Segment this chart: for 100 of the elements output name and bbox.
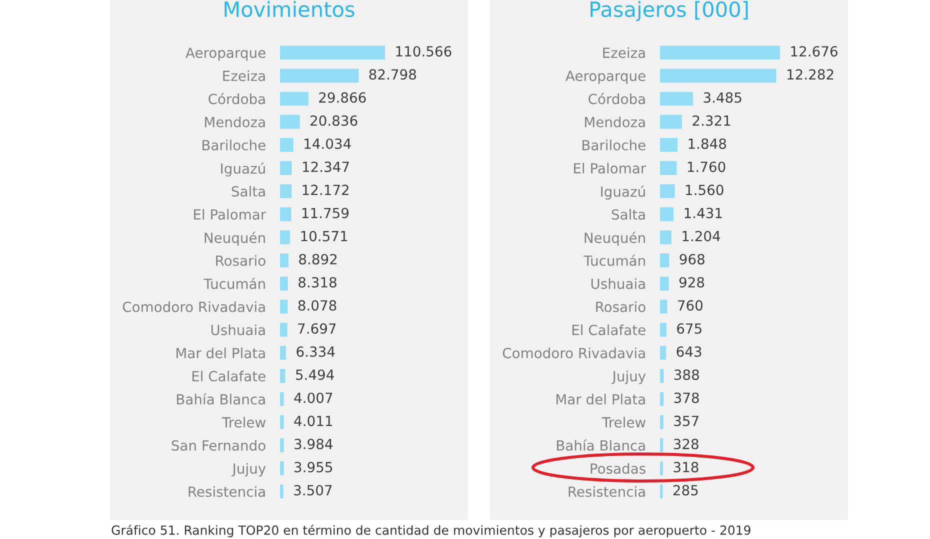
bar: [280, 392, 284, 406]
y-tick-label: Jujuy: [232, 463, 266, 477]
y-tick-label: El Calafate: [572, 324, 646, 336]
data-label: 328: [674, 438, 698, 450]
bar: [660, 184, 675, 198]
data-label: 7.697: [298, 323, 336, 334]
bar: [280, 276, 288, 290]
y-tick-label: Ezeiza: [603, 47, 645, 58]
data-label: 2.321: [692, 115, 730, 126]
bar: [660, 484, 663, 498]
y-tick-label: Iguazú: [601, 186, 645, 200]
data-label: 6.334: [296, 346, 335, 357]
bar: [280, 300, 288, 314]
y-tick-label: Mendoza: [585, 116, 645, 128]
y-tick-label: Rosario: [216, 255, 266, 266]
data-label: 1.204: [682, 230, 720, 242]
data-label: 1.431: [684, 208, 722, 218]
bar: [660, 92, 693, 106]
bar: [280, 114, 300, 129]
data-label: 388: [674, 369, 699, 380]
bar: [280, 254, 288, 268]
bar: [280, 346, 286, 360]
data-label: 675: [677, 323, 702, 334]
y-tick-label: Neuquén: [204, 232, 265, 246]
bar: [280, 369, 286, 383]
data-label: 11.759: [302, 208, 349, 218]
y-tick-label: El Calafate: [192, 370, 266, 382]
y-tick-label: Tucumán: [584, 254, 645, 266]
y-tick-label: Aeroparque: [186, 48, 266, 61]
bar: [660, 346, 666, 360]
bar: [280, 438, 284, 452]
text: Gráfico 51. Ranking TOP20 en término de cantidad de movimientos y pasajeros por aeropuerto - 2019: [112, 524, 750, 538]
data-label: 285: [673, 484, 698, 496]
bar: [280, 461, 284, 476]
y-tick-label: Mar del Plata: [556, 394, 645, 405]
data-label: 1.760: [688, 162, 726, 172]
y-tick-label: Aeroparque: [566, 70, 646, 84]
data-label: 12.676: [791, 46, 838, 57]
bar: [660, 254, 670, 268]
data-label: 29.866: [319, 92, 366, 103]
y-tick-label: Bariloche: [582, 140, 646, 150]
data-label: 4.011: [294, 416, 332, 426]
y-tick-label: San Fernando: [172, 440, 266, 451]
data-label: 378: [674, 392, 699, 404]
y-tick-label: Comodoro Rivadavia: [502, 348, 645, 358]
y-tick-label: Mar del Plata: [176, 348, 265, 358]
bar: [660, 68, 776, 83]
y-tick-label: Ushuaia: [591, 278, 645, 290]
data-label: 3.507: [294, 484, 332, 496]
data-label: 8.892: [299, 254, 337, 264]
data-label: 3.485: [704, 92, 742, 103]
bar: [660, 161, 677, 175]
y-tick-label: Córdoba: [588, 92, 645, 104]
bar: [280, 161, 292, 175]
data-label: 5.494: [296, 369, 334, 380]
y-tick-label: Bahía Blanca: [557, 439, 645, 451]
data-label: 3.984: [294, 438, 332, 450]
y-tick-label: Bahía Blanca: [177, 393, 265, 405]
data-label: 968: [680, 254, 704, 264]
y-tick-label: Mendoza: [205, 116, 265, 128]
bar: [660, 300, 668, 314]
y-tick-label: Trelew: [602, 416, 646, 428]
bar: [660, 392, 664, 406]
y-tick-label: Neuquén: [584, 232, 645, 246]
y-tick-label: Ushuaia: [211, 324, 265, 336]
bar: [660, 438, 664, 452]
data-label: 12.282: [788, 69, 834, 80]
data-label: 928: [679, 277, 704, 288]
chart-title: Pasajeros [000]: [590, 1, 748, 22]
y-tick-label: Tucumán: [204, 278, 265, 290]
chart-title: Movimientos: [224, 1, 354, 18]
data-label: 20.836: [310, 115, 358, 126]
y-tick-label: Jujuy: [612, 370, 646, 384]
y-tick-label: Salta: [612, 208, 645, 220]
bar: [280, 68, 359, 83]
data-label: 110.566: [396, 46, 452, 57]
data-label: 760: [678, 300, 703, 311]
bar: [280, 46, 385, 60]
data-label: 1.560: [686, 184, 724, 196]
y-tick-label: Rosario: [596, 301, 646, 312]
bar: [280, 207, 292, 222]
bar: [660, 114, 682, 129]
bar: [280, 138, 294, 152]
data-label: 10.571: [301, 230, 348, 242]
bar: [280, 322, 288, 337]
bar: [280, 230, 290, 244]
bar: [660, 322, 666, 337]
data-label: 1.848: [688, 138, 726, 149]
y-tick-label: Salta: [232, 186, 265, 197]
y-tick-label: Trelew: [222, 416, 266, 428]
data-label: 643: [676, 346, 702, 357]
y-tick-label: Ezeiza: [223, 70, 265, 82]
data-label: 82.798: [369, 69, 416, 80]
data-label: 3.955: [294, 462, 332, 472]
y-tick-label: Resistencia: [568, 486, 645, 497]
data-label: 4.007: [294, 392, 332, 404]
bar: [660, 138, 678, 152]
data-label: 318: [674, 462, 698, 472]
bar: [280, 484, 284, 498]
data-label: 12.172: [302, 184, 348, 195]
